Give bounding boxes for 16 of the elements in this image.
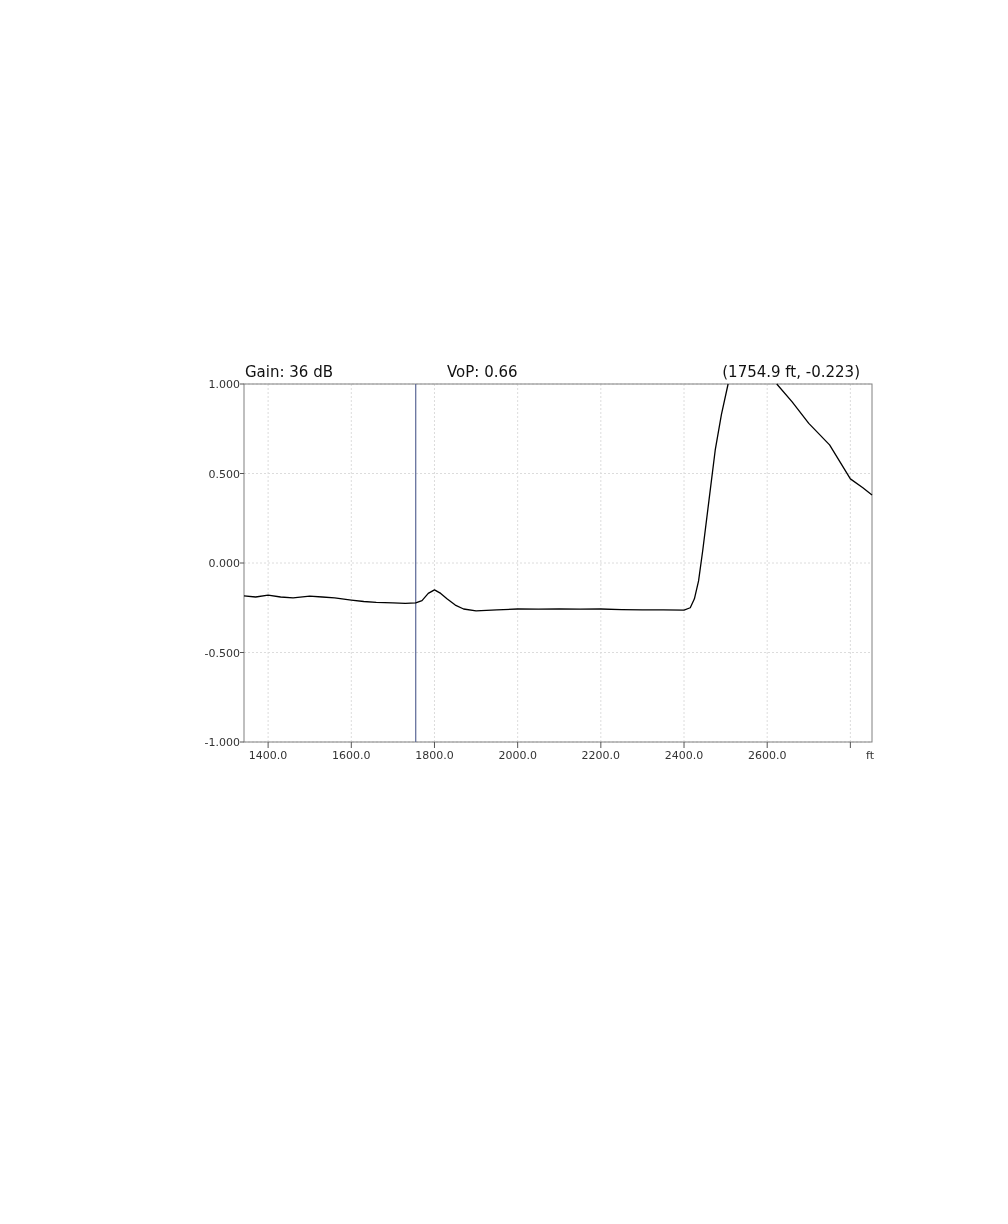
x-tick-label: 2200.0 bbox=[581, 749, 621, 762]
x-tick-label: 2400.0 bbox=[664, 749, 704, 762]
x-tick-label: 1400.0 bbox=[248, 749, 288, 762]
text: (1754.9 ft, -0.223) bbox=[722, 363, 860, 381]
y-tick-label: 1.000 bbox=[208, 378, 240, 391]
y-tick-label: 0.500 bbox=[208, 467, 240, 481]
x-tick-label: 1600.0 bbox=[332, 749, 371, 762]
x-axis-title: ft bbox=[866, 749, 875, 762]
text: VoP: 0.66 bbox=[447, 363, 518, 381]
y-tick-label: -0.500 bbox=[204, 646, 240, 660]
x-tick-label: 2000.0 bbox=[498, 749, 537, 762]
x-tick-label: 1800.0 bbox=[415, 749, 454, 762]
text: Gain: 36 dB bbox=[245, 363, 333, 381]
y-tick-label: -1.000 bbox=[204, 736, 240, 749]
y-tick-label: 0.000 bbox=[208, 557, 240, 570]
x-tick-label: 2600.0 bbox=[747, 749, 787, 762]
